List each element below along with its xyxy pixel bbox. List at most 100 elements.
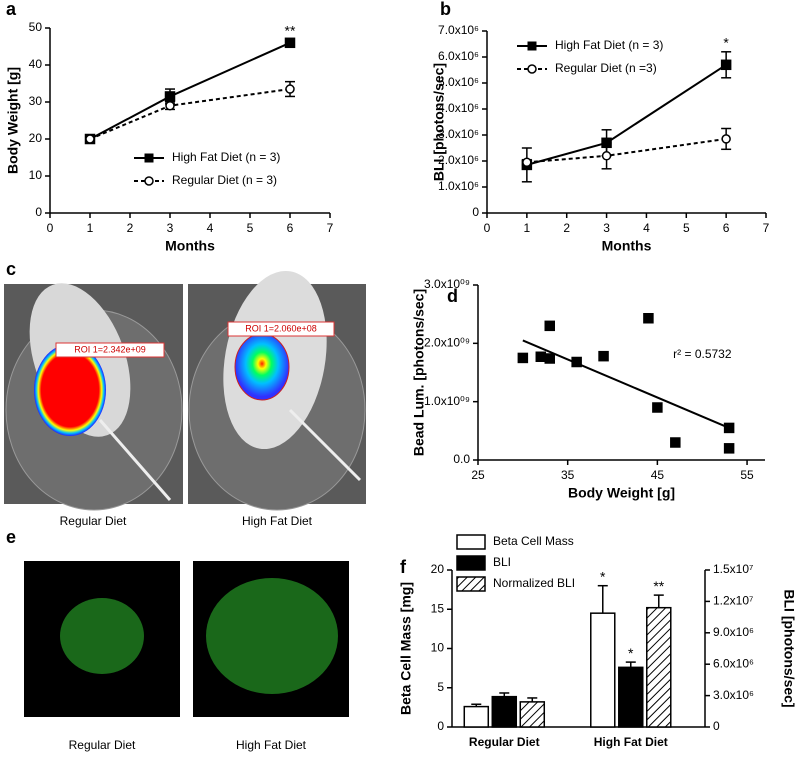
bar bbox=[519, 701, 546, 728]
y2-tick-label: 1.2x10⁷ bbox=[713, 594, 753, 608]
y2-tick-label: 3.0x10⁶ bbox=[713, 688, 754, 702]
marker bbox=[544, 320, 555, 332]
y2-tick-label: 6.0x10⁶ bbox=[713, 656, 754, 670]
y-tick-label: 20 bbox=[431, 562, 445, 576]
marker bbox=[670, 437, 681, 448]
legend-label: Normalized BLI bbox=[493, 576, 575, 590]
panel-letter: a bbox=[6, 0, 17, 19]
y-tick-label: 50 bbox=[29, 20, 43, 34]
marker bbox=[165, 100, 175, 111]
x-tick-label: 55 bbox=[740, 468, 754, 482]
marker bbox=[571, 356, 582, 368]
marker bbox=[284, 37, 296, 49]
y-tick-label: 1.0x10⁶ bbox=[438, 179, 479, 193]
y-tick-label: 2.0x10⁶ bbox=[438, 153, 479, 167]
legend-label: Beta Cell Mass bbox=[493, 534, 574, 548]
x-tick-label: 6 bbox=[287, 221, 294, 235]
legend-marker bbox=[527, 41, 537, 51]
marker bbox=[723, 422, 735, 434]
x-tick-label: 2 bbox=[127, 221, 134, 235]
islet bbox=[60, 598, 144, 674]
x-tick-label: High Fat Diet bbox=[594, 735, 668, 749]
marker bbox=[652, 402, 663, 413]
image-caption: Regular Diet bbox=[69, 738, 136, 752]
marker bbox=[598, 350, 609, 362]
x-tick-label: 0 bbox=[47, 221, 54, 235]
y-tick-label: 3.0x10⁶ bbox=[438, 127, 479, 141]
y-tick-label: 0.0 bbox=[453, 452, 470, 466]
series-line bbox=[526, 137, 727, 164]
y-tick-label: 20 bbox=[29, 131, 43, 145]
y-tick-label: 5.0x10⁶ bbox=[438, 75, 479, 89]
y2-tick-label: 1.5x10⁷ bbox=[713, 562, 753, 576]
y-tick-label: 10 bbox=[29, 168, 43, 182]
marker bbox=[85, 134, 95, 144]
marker bbox=[723, 443, 735, 454]
annotation: * bbox=[723, 35, 729, 51]
legend-label: Regular Diet (n =3) bbox=[555, 61, 657, 75]
y-tick-label: 10 bbox=[431, 641, 445, 655]
panel-letter: c bbox=[6, 259, 16, 279]
marker bbox=[164, 91, 176, 102]
x-tick-label: Regular Diet bbox=[469, 735, 540, 749]
annotation: r² = 0.5732 bbox=[673, 347, 732, 361]
marker bbox=[643, 313, 654, 324]
y-axis-title: BLI [photons/sec] bbox=[431, 63, 447, 181]
y2-tick-label: 0 bbox=[713, 719, 720, 733]
x-tick-label: 3 bbox=[167, 221, 174, 235]
image-caption: Regular Diet bbox=[60, 514, 127, 528]
y-tick-label: 0 bbox=[472, 205, 479, 219]
bar bbox=[590, 612, 616, 728]
marker bbox=[601, 151, 612, 161]
y-tick-label: 40 bbox=[29, 57, 43, 71]
y-tick-label: 6.0x10⁶ bbox=[438, 49, 479, 63]
x-tick-label: 1 bbox=[87, 221, 94, 235]
legend-marker bbox=[144, 153, 154, 163]
x-tick-label: 7 bbox=[327, 221, 334, 235]
annotation: * bbox=[600, 568, 606, 584]
y-tick-label: 1.0x10⁰⁹ bbox=[424, 394, 470, 408]
x-tick-label: 1 bbox=[524, 221, 531, 235]
marker bbox=[720, 59, 732, 71]
legend-marker bbox=[527, 64, 537, 74]
series-line bbox=[89, 88, 291, 140]
y-axis-title: Beta Cell Mass [mg] bbox=[398, 582, 414, 715]
x-tick-label: 25 bbox=[471, 468, 485, 482]
annotation: ** bbox=[285, 23, 296, 39]
x-tick-label: 3 bbox=[603, 221, 610, 235]
bar bbox=[646, 606, 672, 728]
y-tick-label: 5 bbox=[437, 680, 444, 694]
mouse-image: ROI 1=2.060e+08 bbox=[188, 270, 366, 511]
legend-label: High Fat Diet (n = 3) bbox=[555, 38, 663, 52]
marker bbox=[517, 352, 529, 364]
marker bbox=[544, 353, 555, 364]
legend-label: BLI bbox=[493, 555, 511, 569]
annotation: * bbox=[628, 645, 634, 661]
annotation: ** bbox=[653, 578, 664, 594]
x-tick-label: 0 bbox=[484, 221, 491, 235]
panel-letter: b bbox=[440, 0, 451, 19]
x-axis-title: Months bbox=[165, 238, 215, 254]
x-tick-label: 5 bbox=[247, 221, 254, 235]
fit-line bbox=[522, 339, 730, 429]
image-caption: High Fat Diet bbox=[236, 738, 307, 752]
marker bbox=[522, 157, 532, 168]
y-tick-label: 0 bbox=[35, 205, 42, 219]
marker bbox=[535, 351, 547, 362]
y-axis-title: Bead Lum. [photons/sec] bbox=[411, 289, 427, 456]
y-tick-label: 7.0x10⁶ bbox=[438, 23, 479, 37]
y-tick-label: 15 bbox=[431, 601, 445, 615]
x-axis-title: Body Weight [g] bbox=[568, 485, 675, 501]
legend-swatch bbox=[456, 576, 486, 592]
x-tick-label: 35 bbox=[561, 468, 575, 482]
series-line bbox=[89, 41, 291, 140]
legend-marker bbox=[144, 176, 154, 186]
x-tick-label: 4 bbox=[207, 221, 214, 235]
marker bbox=[285, 84, 295, 94]
x-tick-label: 6 bbox=[723, 221, 730, 235]
x-axis-title: Months bbox=[602, 238, 652, 254]
bar bbox=[463, 705, 490, 728]
x-tick-label: 2 bbox=[563, 221, 570, 235]
series-line bbox=[526, 63, 727, 166]
